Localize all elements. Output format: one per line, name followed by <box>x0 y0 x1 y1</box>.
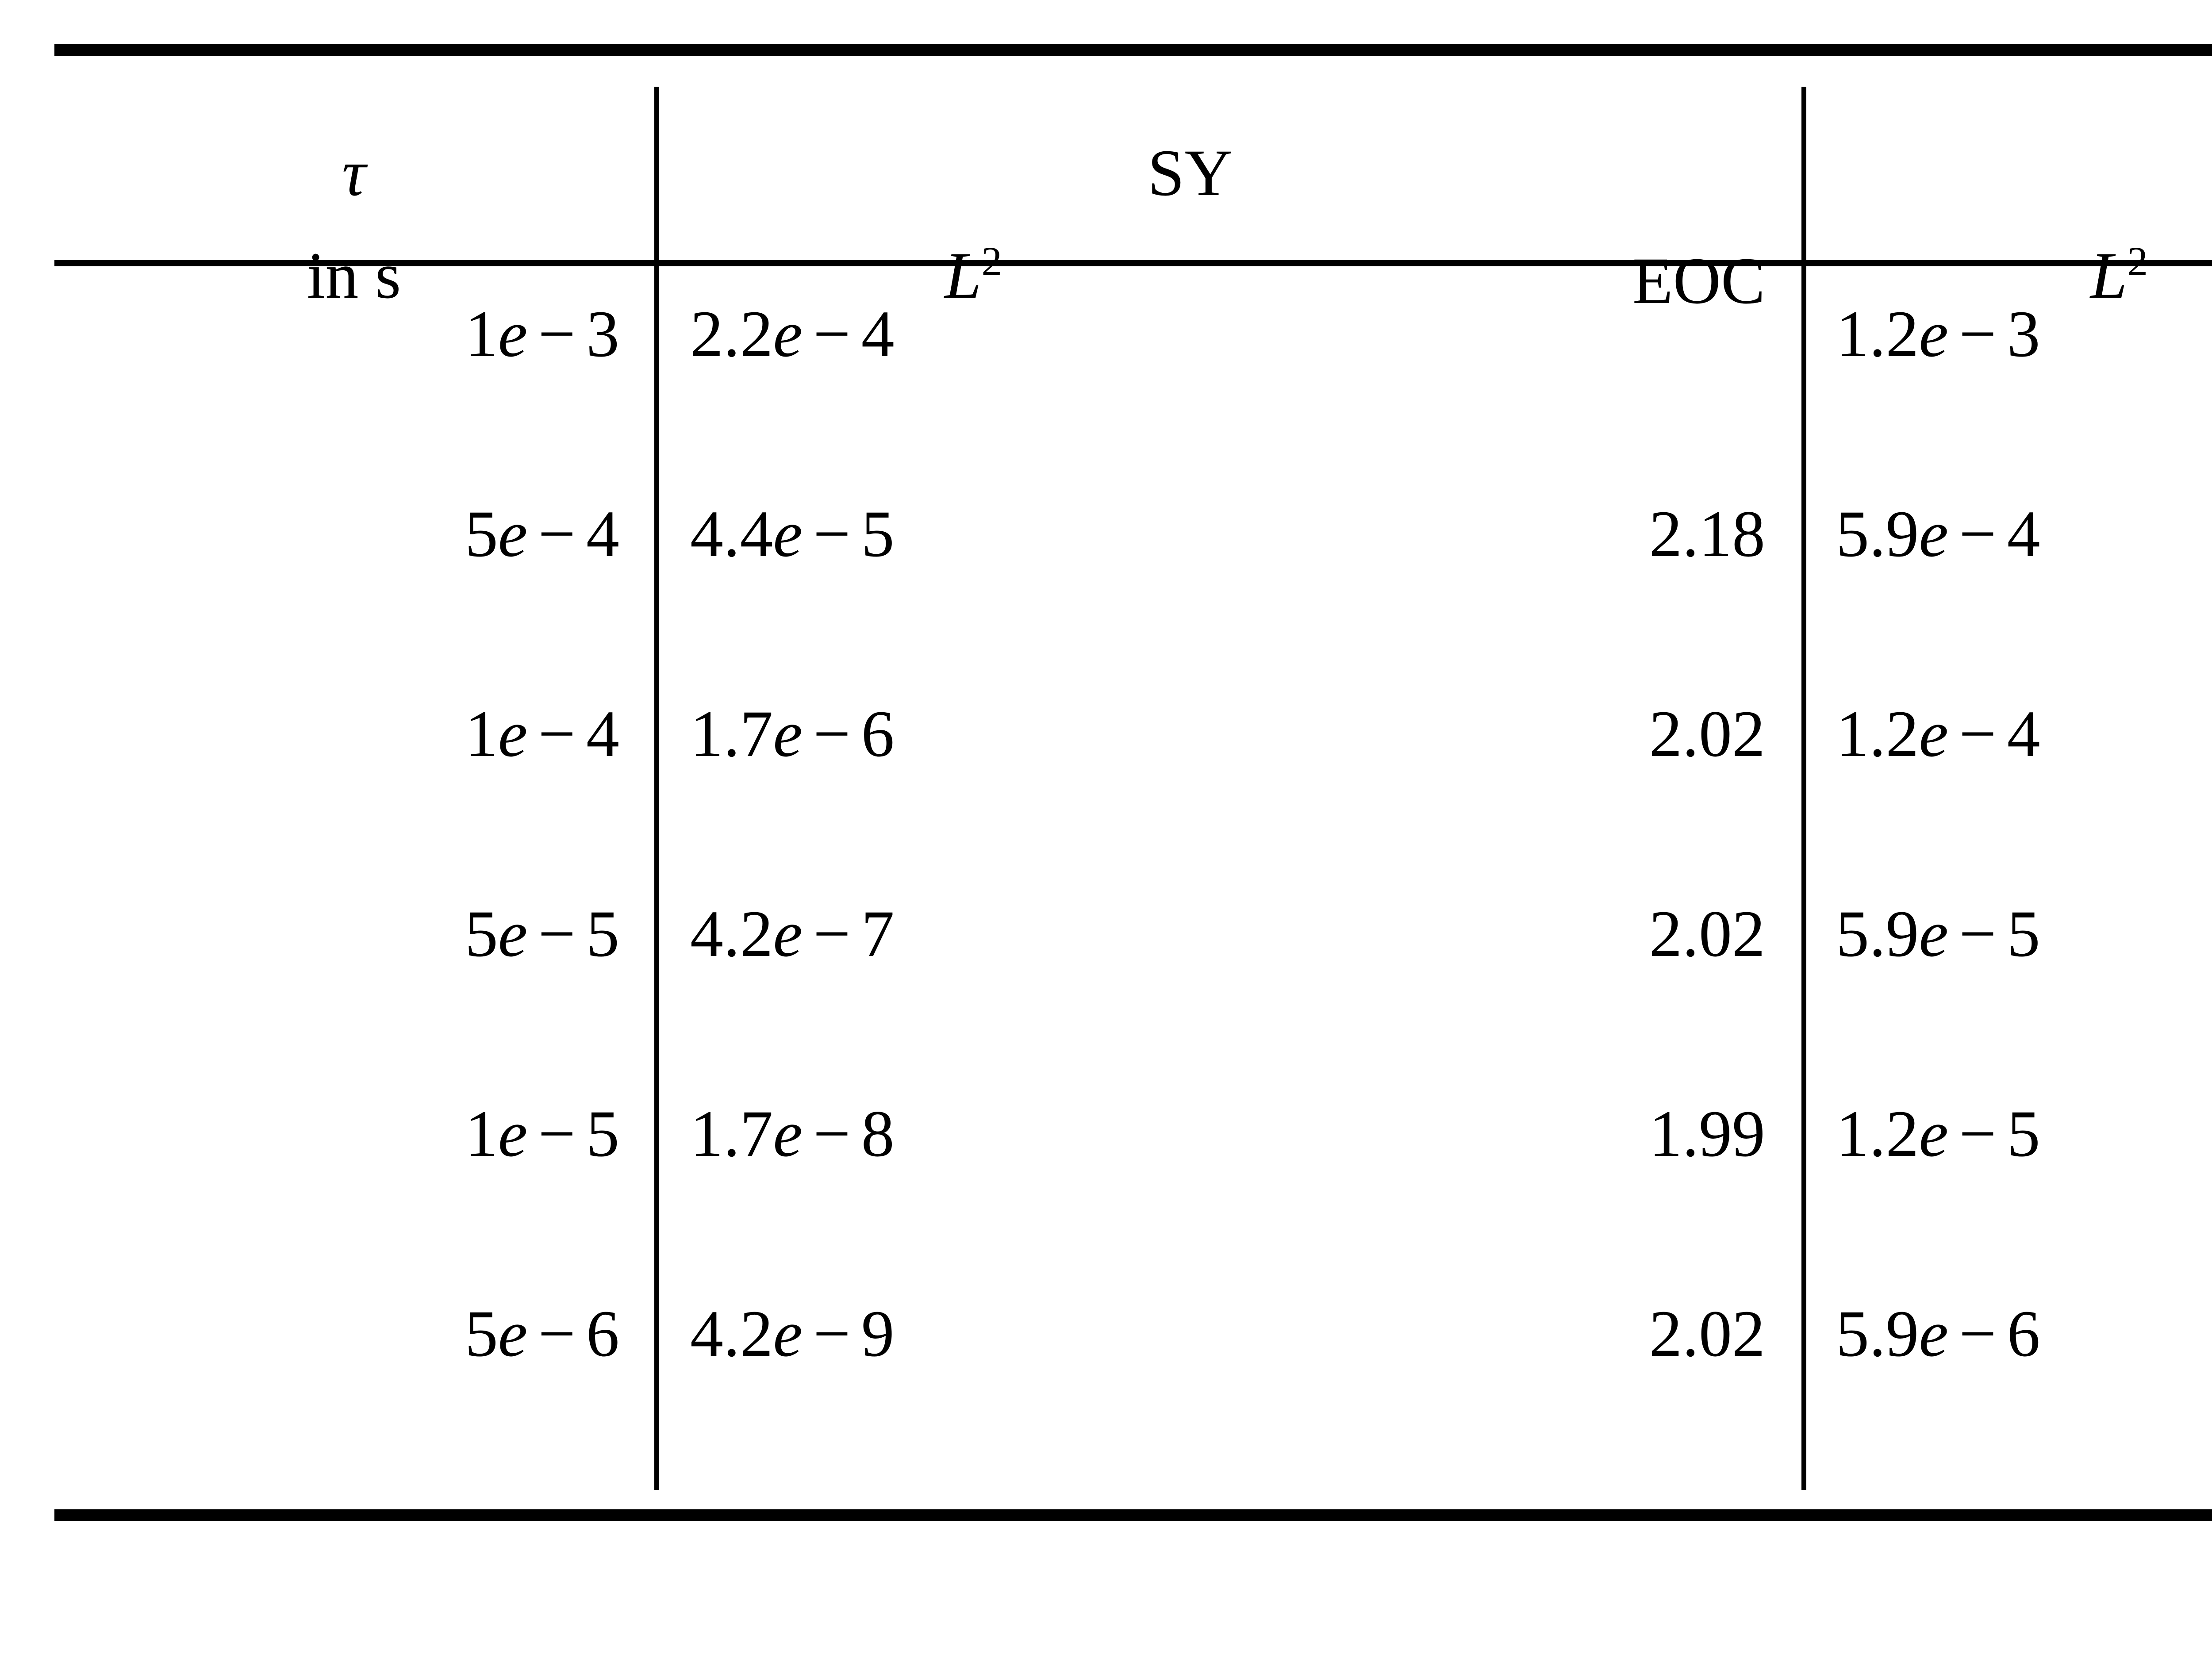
header-asy-l2-exponent: 2 <box>2127 239 2148 284</box>
cell-tau: 1e −3 <box>465 297 619 371</box>
header-sy-l2-exponent: 2 <box>981 239 1002 284</box>
cell-sy-eoc: 2.02 <box>1649 1297 1766 1370</box>
header-tau-symbol: τ <box>342 136 366 210</box>
header-sy-l2-base: L <box>945 239 982 312</box>
table-row: 1e −3 2.2e −4 1.2e −3 <box>0 301 2212 501</box>
header-sy-l2-norm: L2 <box>690 239 1256 312</box>
cell-sy-eoc: 1.99 <box>1649 1097 1766 1170</box>
table-bottomrule <box>54 1509 2212 1521</box>
header-group-sy: SY <box>1148 136 1233 210</box>
table-row: 1e−51.7e−81.991.2e−50.99 <box>0 1101 2212 1301</box>
cell-tau: 1e −5 <box>465 1097 619 1170</box>
table-row: 5e−44.4e−52.185.9e−41.02 <box>0 501 2212 701</box>
header-sy-eoc: EOC <box>1632 244 1765 318</box>
cell-asy-l2: 5.9e −4 <box>1836 497 2040 571</box>
cell-tau: 5e −5 <box>465 897 619 971</box>
cell-tau: 5e −4 <box>465 497 619 571</box>
cell-sy-l2: 4.4e −5 <box>690 497 895 571</box>
cell-tau: 1e −4 <box>465 697 619 771</box>
cell-sy-l2: 4.2e −9 <box>690 1297 895 1370</box>
cell-sy-eoc: 2.02 <box>1649 897 1766 971</box>
header-asy-l2-norm: L2 <box>1836 239 2212 312</box>
cell-asy-l2: 5.9e −6 <box>1836 1297 2040 1370</box>
column-separator-right <box>1801 87 1806 1490</box>
cell-asy-l2: 1.2e −4 <box>1836 697 2040 771</box>
table-toprule <box>54 44 2212 56</box>
cell-sy-eoc: 2.02 <box>1649 697 1766 771</box>
table-midrule <box>54 260 2212 266</box>
cell-tau: 5e −6 <box>465 1297 619 1370</box>
cell-sy-l2: 4.2e −7 <box>690 897 895 971</box>
cell-sy-l2: 1.7e −8 <box>690 1097 895 1170</box>
table-row: 1e−41.7e−62.021.2e−40.99 <box>0 701 2212 901</box>
cell-asy-l2: 1.2e −3 <box>1836 297 2040 371</box>
cell-sy-l2: 2.2e −4 <box>690 297 895 371</box>
cell-asy-l2: 1.2e −5 <box>1836 1097 2040 1170</box>
column-separator-left <box>654 87 659 1490</box>
header-tau-unit: in s <box>307 239 401 312</box>
table-row: 5e−64.2e−92.025.9e−61.02 <box>0 1301 2212 1500</box>
header-asy-l2-base: L <box>2090 239 2128 312</box>
cell-sy-l2: 1.7e −6 <box>690 697 895 771</box>
cell-sy-eoc: 2.18 <box>1649 497 1766 571</box>
table-row: 5e−54.2e−72.025.9e−51.02 <box>0 901 2212 1101</box>
header-group-asy: ASY <box>1823 140 2212 206</box>
cell-asy-l2: 5.9e −5 <box>1836 897 2040 971</box>
